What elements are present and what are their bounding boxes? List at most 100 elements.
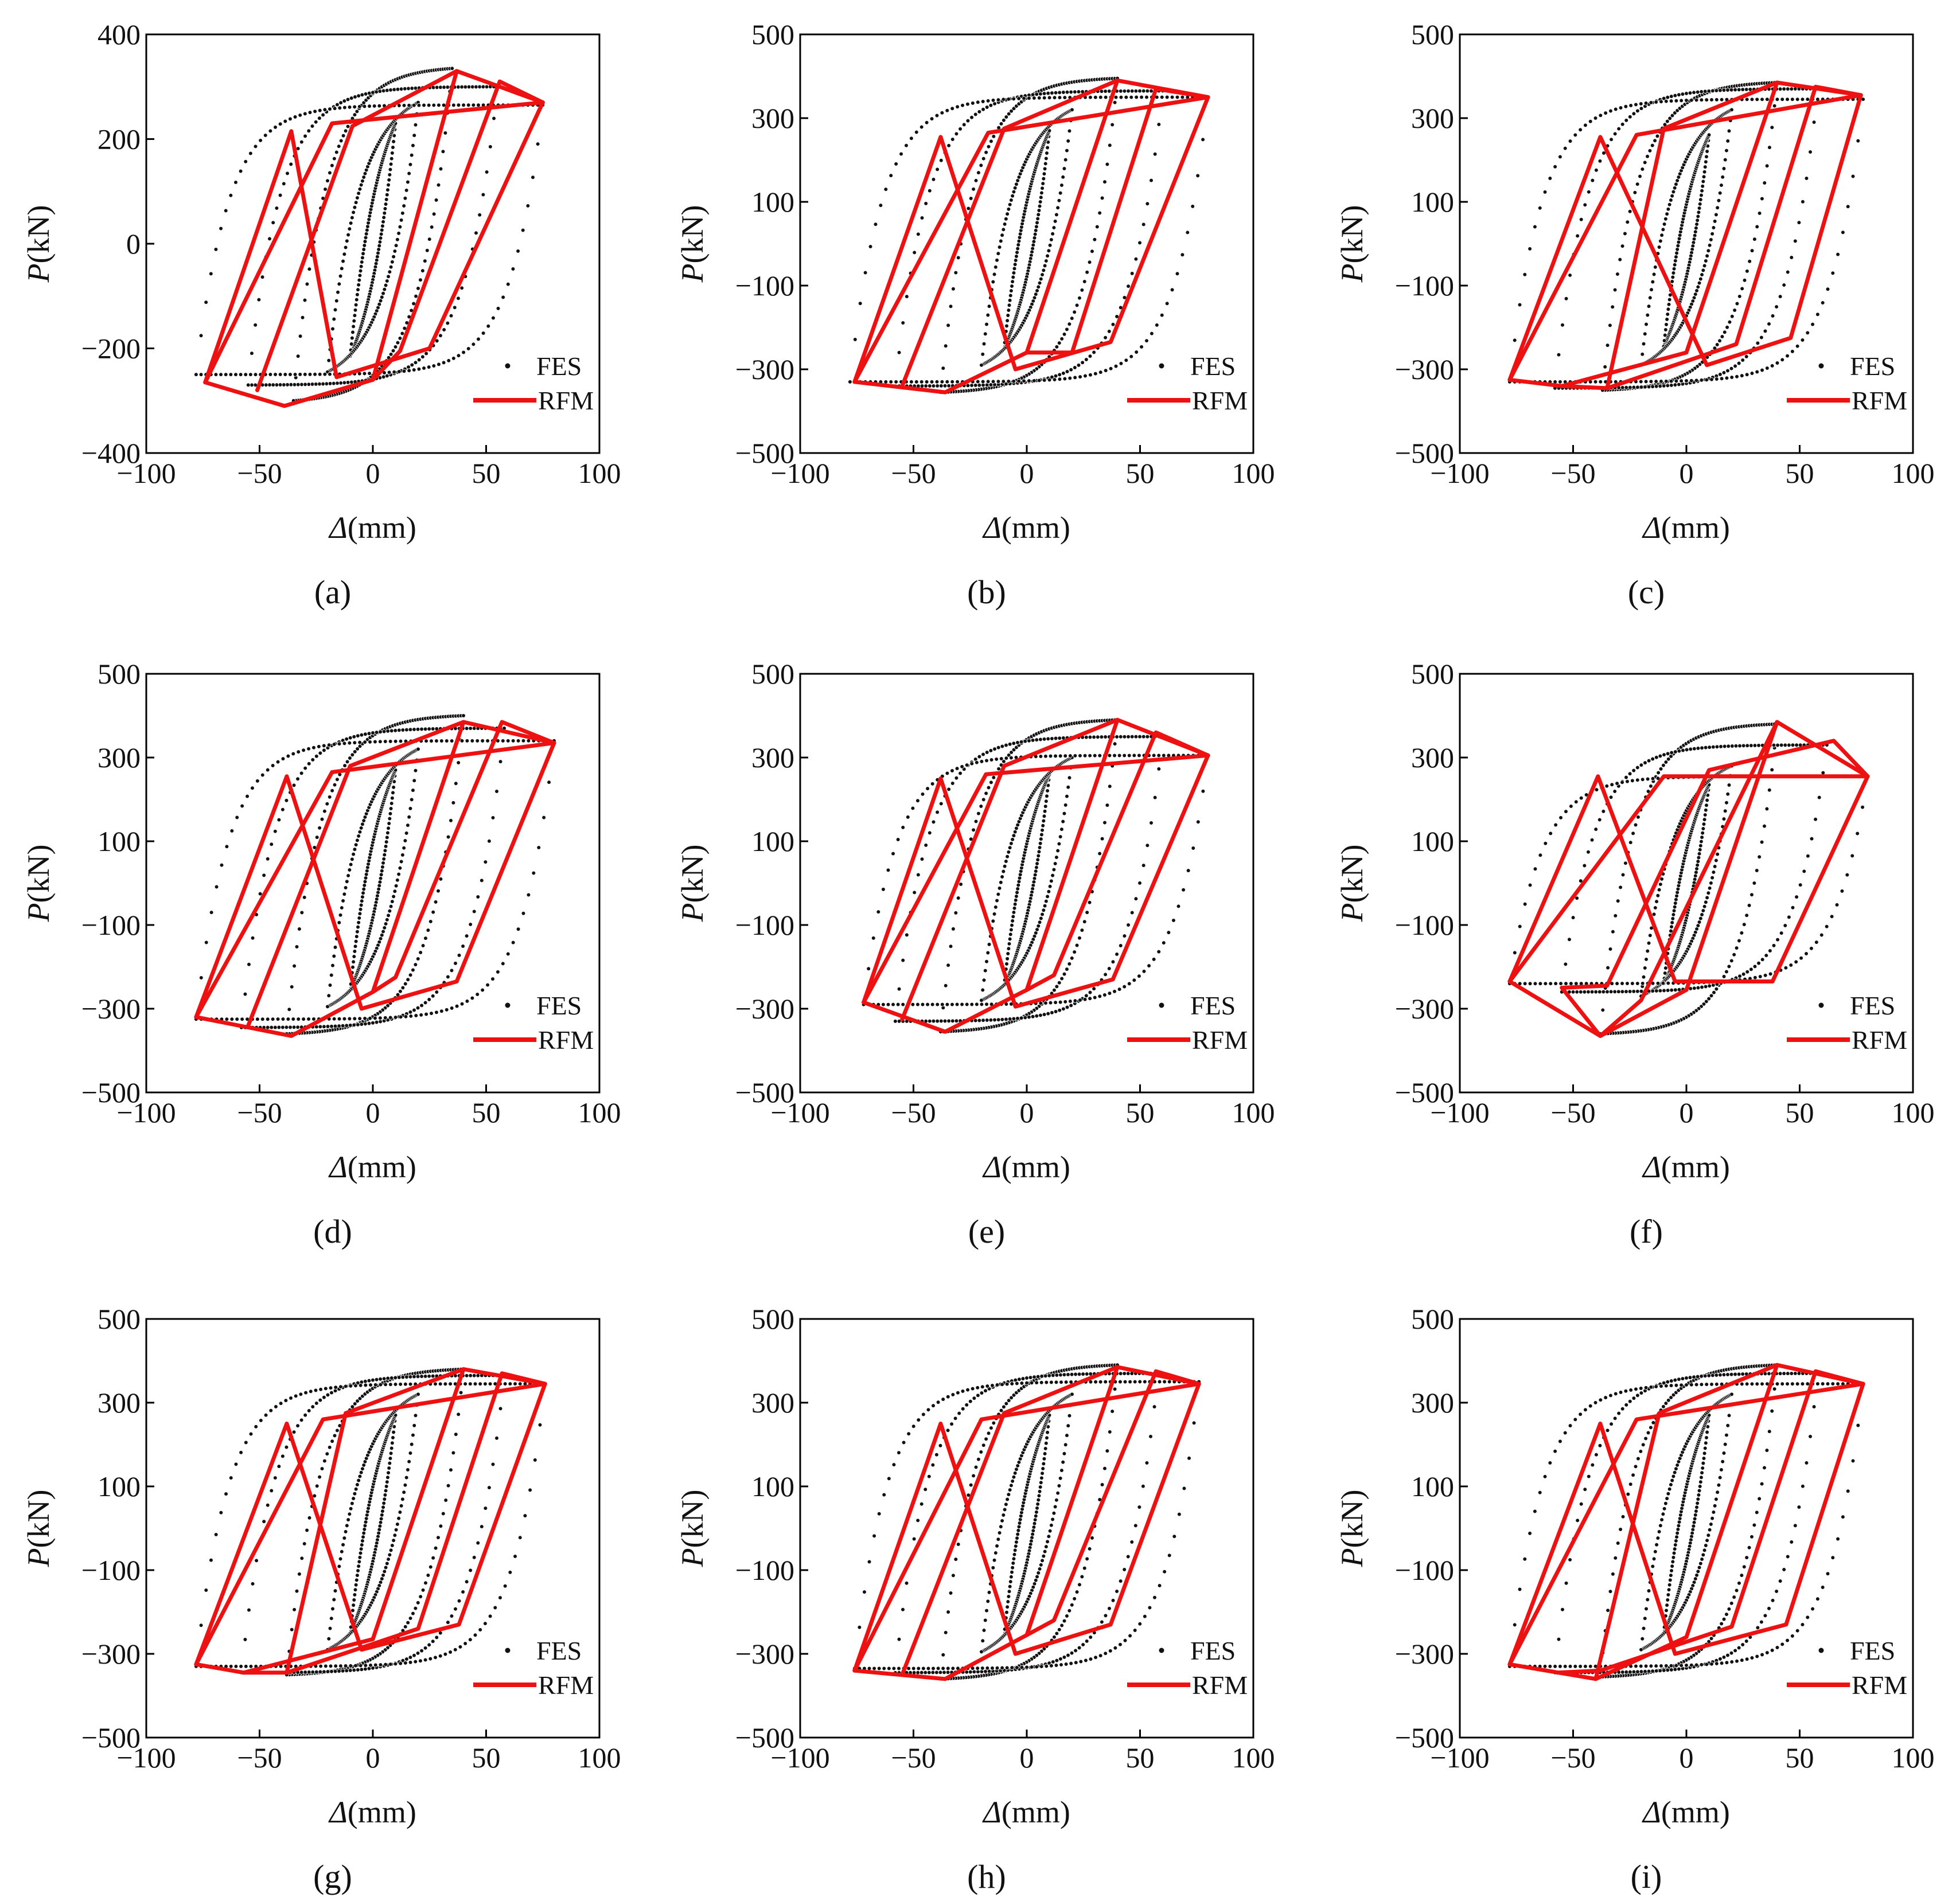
fes-point: [356, 1564, 361, 1568]
fes-point: [1785, 87, 1790, 91]
fes-point: [1650, 989, 1655, 993]
fes-point: [942, 383, 948, 388]
x-tick-label: 100: [1892, 457, 1935, 489]
fes-point: [1711, 225, 1716, 230]
fes-point: [1610, 305, 1615, 310]
fes-point: [378, 1016, 383, 1021]
fes-point: [293, 115, 298, 119]
fes-point: [446, 974, 450, 979]
fes-point: [472, 909, 477, 914]
fes-point: [1137, 881, 1142, 885]
fes-point: [1697, 206, 1702, 210]
fes-point: [1779, 743, 1784, 748]
fes-point: [426, 365, 431, 369]
fes-point: [338, 912, 343, 918]
fes-point: [1093, 95, 1098, 100]
fes-point: [1623, 104, 1628, 109]
fes-point: [377, 1527, 382, 1532]
fes-point: [1548, 831, 1553, 836]
fes-point: [415, 1601, 420, 1605]
fes-point: [390, 1441, 395, 1446]
fes-point: [960, 764, 964, 769]
fes-point: [905, 294, 909, 299]
fes-point: [1650, 776, 1655, 781]
fes-point: [889, 380, 894, 384]
fes-point: [1107, 784, 1112, 789]
fes-point: [318, 1024, 323, 1029]
fes-point: [1836, 252, 1840, 257]
fes-point: [1593, 827, 1598, 832]
fes-point: [919, 384, 925, 388]
fes-point: [1533, 866, 1538, 872]
fes-point: [1185, 230, 1190, 235]
fes-point: [1005, 318, 1010, 323]
fes-point: [1567, 937, 1572, 942]
fes-point: [912, 890, 917, 895]
panel-label: (e): [968, 1213, 1005, 1250]
rfm-line-4: [1598, 720, 1779, 1038]
fes-point: [1717, 190, 1723, 196]
fes-point: [989, 139, 993, 144]
fes-point: [1067, 376, 1073, 381]
fes-point: [1034, 224, 1039, 229]
fes-point: [1628, 103, 1633, 108]
fes-point: [1670, 279, 1674, 284]
fes-point: [204, 300, 208, 305]
fes-point: [1630, 778, 1635, 783]
fes-point: [1640, 777, 1645, 782]
fes-point: [1041, 823, 1046, 828]
fes-point: [325, 1451, 330, 1457]
fes-point: [1063, 754, 1068, 758]
fes-point: [1040, 272, 1045, 277]
rfm-line-3: [1024, 87, 1210, 355]
fes-point: [341, 899, 345, 903]
legend-fes-label: FES: [1190, 352, 1236, 381]
fes-point: [1733, 87, 1737, 92]
fes-point: [1665, 312, 1670, 317]
fes-point: [362, 371, 367, 376]
y-tick-label: 500: [751, 658, 794, 690]
fes-point: [387, 370, 392, 375]
fes-point: [1054, 855, 1059, 860]
fes-point: [1011, 271, 1016, 275]
fes-point: [1745, 743, 1750, 748]
fes-point: [326, 358, 332, 363]
fes-point: [1733, 364, 1737, 369]
fes-point: [1080, 928, 1085, 932]
fes-point: [511, 739, 516, 743]
fes-point: [1082, 919, 1087, 924]
fes-point: [1105, 162, 1110, 167]
fes-point: [385, 1480, 389, 1485]
fes-point: [275, 759, 280, 764]
fes-point: [1714, 212, 1719, 217]
fes-point: [416, 103, 422, 108]
fes-point: [349, 342, 354, 346]
fes-point: [1646, 940, 1651, 946]
fes-point: [1564, 809, 1568, 814]
rfm-line-3: [1560, 739, 1870, 990]
fes-point: [1069, 367, 1073, 372]
fes-point: [1704, 259, 1708, 263]
fes-point: [392, 889, 398, 894]
fes-point: [458, 1390, 463, 1395]
fes-point: [475, 992, 480, 997]
fes-point: [1006, 313, 1011, 318]
fes-point: [1054, 345, 1059, 349]
fes-point: [1744, 372, 1749, 377]
fes-point: [1556, 352, 1561, 357]
fes-point: [383, 922, 388, 926]
fes-point: [391, 1538, 396, 1543]
rfm-line-3: [371, 720, 556, 994]
fes-point: [1032, 96, 1036, 100]
fes-point: [283, 119, 288, 124]
fes-point: [1007, 1017, 1012, 1021]
fes-point: [412, 727, 416, 732]
fes-point: [307, 110, 313, 115]
fes-point: [313, 109, 317, 114]
fes-point: [1739, 931, 1744, 935]
fes-point: [307, 267, 312, 272]
fes-point: [1097, 753, 1102, 758]
fes-point: [1711, 870, 1716, 875]
fes-point: [351, 210, 356, 215]
